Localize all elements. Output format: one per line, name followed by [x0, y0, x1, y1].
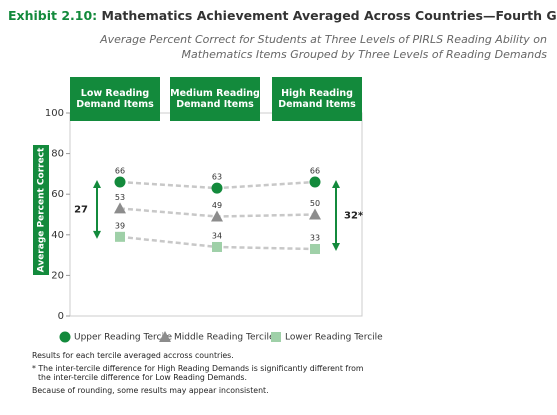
ylabel-band — [33, 145, 49, 275]
arrow-head — [93, 180, 101, 189]
legend-label: Middle Reading Tercile — [174, 333, 275, 343]
point — [114, 202, 126, 214]
subtitle: Average Percent Correct for Students at … — [100, 32, 547, 62]
y-tick-label: 40 — [51, 230, 64, 241]
point — [212, 241, 222, 252]
legend-marker — [159, 331, 171, 342]
difference-label: 27 — [74, 204, 88, 215]
y-axis-label: Average Percent Correct — [37, 147, 47, 272]
data-label: 50 — [310, 199, 320, 208]
notes: Results for each tercile averaged accros… — [32, 351, 372, 399]
category-header: High Reading Demand Items — [272, 77, 362, 121]
point — [115, 231, 125, 242]
y-tick-label: 100 — [45, 108, 64, 119]
point — [211, 182, 223, 194]
legend-marker — [271, 332, 281, 342]
legend-marker — [59, 331, 71, 343]
point — [114, 176, 126, 188]
note: Because of rounding, some results may ap… — [32, 386, 269, 395]
data-label: 53 — [115, 193, 125, 202]
category-header: Low Reading Demand Items — [70, 77, 160, 121]
data-label: 49 — [212, 201, 222, 210]
y-tick-label: 60 — [51, 189, 64, 200]
title-text: Mathematics Achievement Averaged Across … — [101, 8, 557, 23]
note: Results for each tercile averaged accros… — [32, 351, 234, 360]
arrow-head — [332, 243, 340, 252]
legend-label: Lower Reading Tercile — [285, 333, 383, 343]
y-tick-label: 80 — [51, 149, 64, 160]
note: * The inter-tercile difference for High … — [32, 364, 364, 382]
data-label: 33 — [310, 234, 320, 243]
title-prefix: Exhibit 2.10: — [8, 8, 98, 23]
subtitle-line: Average Percent Correct for Students at … — [100, 33, 547, 46]
point — [211, 210, 223, 222]
subtitle-line: Mathematics Items Grouped by Three Level… — [181, 48, 547, 61]
title: Exhibit 2.10: Mathematics Achievement Av… — [8, 8, 557, 23]
arrow-head — [93, 230, 101, 239]
legend-label: Upper Reading Tercile — [74, 333, 172, 343]
data-label: 66 — [115, 167, 125, 176]
category-header: Medium Reading Demand Items — [170, 77, 260, 121]
data-label: 66 — [310, 167, 320, 176]
data-label: 34 — [212, 231, 222, 240]
point — [309, 208, 321, 220]
data-label: 39 — [115, 221, 125, 230]
point — [310, 244, 320, 255]
y-tick-label: 20 — [51, 270, 64, 281]
arrow-head — [332, 180, 340, 189]
data-label: 63 — [212, 173, 222, 182]
point — [309, 176, 321, 188]
y-tick-label: 0 — [58, 311, 64, 322]
difference-label: 32* — [344, 211, 364, 222]
